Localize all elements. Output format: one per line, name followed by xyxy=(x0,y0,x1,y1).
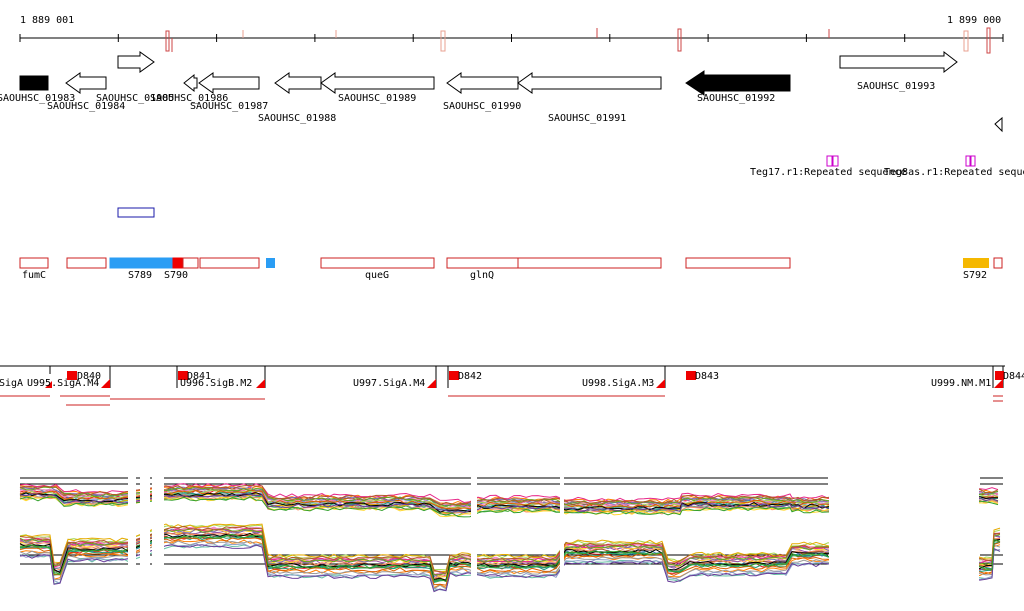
expression-profile-line xyxy=(19,533,1001,583)
expression-profile-line xyxy=(19,532,1001,581)
gene-label: SAOUHSC_01990 xyxy=(443,101,521,112)
gene-saouhsc-01986[interactable]: SAOUHSC_01986 xyxy=(150,73,228,104)
tss-marker[interactable] xyxy=(67,371,77,380)
gene-saouhsc-01984[interactable]: SAOUHSC_01984 xyxy=(47,72,125,112)
repeat-label: Teg17.r1:Repeated sequence xyxy=(750,167,907,178)
tss-label: D842 xyxy=(458,371,482,382)
feature-box[interactable] xyxy=(66,257,107,269)
gene-label: SAOUHSC_01993 xyxy=(857,81,935,92)
tss-label: D843 xyxy=(695,371,719,382)
expression-profile-line xyxy=(19,492,998,513)
operon-track: D840 D841 D842 D843 D844 SigA U995.SigA.… xyxy=(0,365,1024,406)
operon-label: U999.NM.M1 xyxy=(931,378,991,389)
tss-label: D841 xyxy=(187,371,211,382)
coordinate-ruler: 1 889 001 1 899 000 xyxy=(19,15,1004,54)
expression-profile-line xyxy=(19,489,999,510)
feature-box-blue[interactable] xyxy=(109,257,174,269)
feature-label: queG xyxy=(365,270,389,281)
gene-saouhsc-01992[interactable]: SAOUHSC_01992 xyxy=(685,70,791,104)
gene-label: SAOUHSC_01985 xyxy=(96,93,174,104)
tss-marker[interactable] xyxy=(449,371,459,380)
repeat-teg17[interactable]: Teg17.r1:Repeated sequence xyxy=(750,155,907,178)
feature-box[interactable] xyxy=(199,257,260,269)
operon-label: U998.SigA.M3 xyxy=(582,378,654,389)
gene-label: SAOUHSC_01989 xyxy=(338,93,416,104)
tss-marker[interactable] xyxy=(178,371,188,380)
gene-saouhsc-01990[interactable]: SAOUHSC_01990 xyxy=(443,72,521,112)
tss-marker[interactable] xyxy=(686,371,696,380)
gene-label: SAOUHSC_01987 xyxy=(190,101,268,112)
expression-profile-line xyxy=(19,493,999,514)
expression-profile-line xyxy=(19,489,999,510)
coord-start: 1 889 001 xyxy=(20,15,74,26)
feature-track: fumC S789 S790 queG glnQ S792 xyxy=(19,257,1003,281)
coord-end: 1 899 000 xyxy=(947,15,1001,26)
expression-profile-line xyxy=(19,537,1001,586)
gene-label: SAOUHSC_01991 xyxy=(548,113,626,124)
gene-saouhsc-01985[interactable]: SAOUHSC_01985 xyxy=(96,51,174,104)
feature-box[interactable] xyxy=(320,257,435,269)
gene-label: SAOUHSC_01983 xyxy=(0,93,75,104)
feature-label: S790 xyxy=(164,270,188,281)
expression-profile-line xyxy=(19,483,999,504)
repeat-label: Teg8as.r1:Repeated sequence xyxy=(884,167,1024,178)
gene-track: SAOUHSC_01983 SAOUHSC_01984 SAOUHSC_0198… xyxy=(0,50,1003,133)
gene-label: SAOUHSC_01992 xyxy=(697,93,775,104)
tss-marker[interactable] xyxy=(995,371,1004,380)
expression-profile-line xyxy=(19,525,1001,574)
operon-label: U997.SigA.M4 xyxy=(353,378,425,389)
gene-saouhsc-01989[interactable]: SAOUHSC_01989 xyxy=(320,72,435,104)
feature-box[interactable] xyxy=(446,257,519,269)
tss-label: D840 xyxy=(77,371,101,382)
operon-label-fragment: SigA xyxy=(0,378,23,389)
tss-label: D844 xyxy=(1003,371,1024,382)
gene-saouhsc-01993[interactable]: SAOUHSC_01993 xyxy=(839,50,958,92)
feature-box-red[interactable] xyxy=(172,257,184,269)
feature-label: fumC xyxy=(22,270,46,281)
feature-navy-box[interactable] xyxy=(117,207,155,218)
expression-profile-line xyxy=(19,496,999,518)
expression-profiles xyxy=(19,470,1003,610)
feature-box-blue[interactable] xyxy=(266,258,275,268)
gene-label: SAOUHSC_01986 xyxy=(150,93,228,104)
feature-box[interactable] xyxy=(685,257,791,269)
feature-label: S792 xyxy=(963,270,987,281)
feature-box[interactable] xyxy=(19,257,49,269)
expression-profile-line xyxy=(19,484,999,506)
gene-saouhsc-01991[interactable]: SAOUHSC_01991 xyxy=(517,72,662,124)
feature-box[interactable] xyxy=(993,257,1003,269)
feature-box[interactable] xyxy=(182,257,199,269)
repeat-teg8as[interactable]: Teg8as.r1:Repeated sequence xyxy=(884,155,1024,178)
gene-saouhsc-01983[interactable]: SAOUHSC_01983 xyxy=(0,75,75,104)
gene-label: SAOUHSC_01984 xyxy=(47,101,125,112)
operon-label: U996.SigB.M2 xyxy=(180,378,252,389)
gene-label: SAOUHSC_01988 xyxy=(258,113,336,124)
expression-profile-line xyxy=(19,544,1001,593)
feature-label: glnQ xyxy=(470,270,494,281)
gene-edge-fragment[interactable] xyxy=(994,116,1003,133)
operon-label: U995.SigA.M4 xyxy=(27,378,99,389)
feature-box-gold[interactable] xyxy=(963,258,989,268)
feature-box[interactable] xyxy=(517,257,662,269)
repeat-track: Teg17.r1:Repeated sequence Teg8as.r1:Rep… xyxy=(750,155,1024,178)
feature-label: S789 xyxy=(128,270,152,281)
gene-saouhsc-01987[interactable]: SAOUHSC_01987 xyxy=(190,72,268,112)
expression-profile-line xyxy=(19,496,999,518)
expression-profile-line xyxy=(19,528,1001,576)
